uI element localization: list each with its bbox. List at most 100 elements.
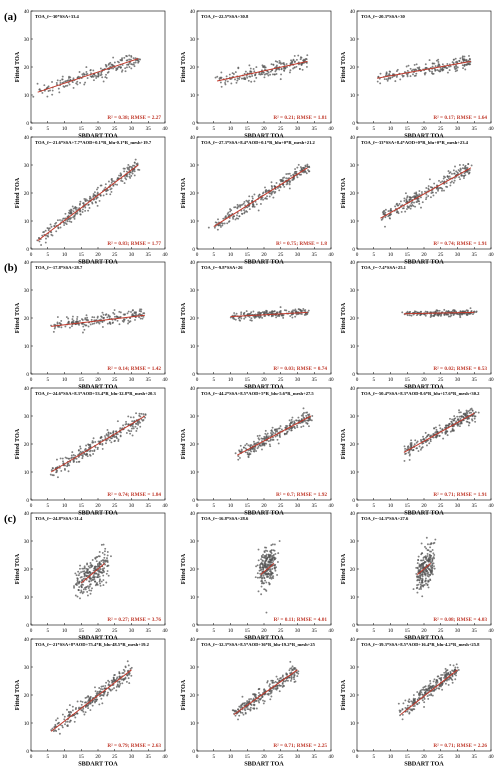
x-tick-label: 0 <box>196 377 199 383</box>
data-point <box>265 434 268 437</box>
y-tick-label: 10 <box>350 721 356 727</box>
data-point <box>214 76 217 79</box>
data-point <box>455 65 458 68</box>
data-point <box>288 419 291 422</box>
x-tick-label: 20 <box>261 126 267 132</box>
x-tick-label: 5 <box>212 628 215 634</box>
data-point <box>59 457 62 460</box>
data-point <box>399 78 402 81</box>
data-point <box>433 62 436 65</box>
data-point <box>263 690 266 693</box>
data-point <box>256 576 259 579</box>
data-point <box>288 424 291 427</box>
data-point <box>275 65 278 68</box>
x-tick-label: 10 <box>228 628 234 634</box>
x-tick-label: 25 <box>438 628 444 634</box>
data-point <box>77 588 80 591</box>
data-point <box>72 210 75 213</box>
data-point <box>133 311 136 314</box>
data-point <box>98 551 101 553</box>
data-point <box>107 70 110 73</box>
data-point <box>51 474 54 477</box>
data-point <box>95 572 98 575</box>
data-point <box>74 207 77 210</box>
data-point <box>137 61 140 64</box>
x-tick-label: 0 <box>30 377 33 383</box>
stats-label: R² = 0.08; RMSE = 4.03 <box>433 617 487 623</box>
data-point <box>118 61 120 64</box>
data-point <box>276 574 279 576</box>
data-point <box>262 699 264 702</box>
data-point <box>433 689 436 692</box>
y-tick-label: 0 <box>26 749 29 755</box>
data-point <box>36 239 39 242</box>
data-point <box>395 75 398 78</box>
data-point <box>56 458 58 461</box>
data-point <box>459 178 461 181</box>
equation-label: TOA_f=-20.3*SSA+30 <box>361 14 406 19</box>
data-point <box>104 436 107 439</box>
data-point <box>306 422 309 425</box>
data-point <box>247 444 250 447</box>
data-point <box>268 555 271 558</box>
data-point <box>272 431 275 434</box>
data-point <box>456 418 459 421</box>
data-point <box>94 701 96 704</box>
data-point <box>79 200 82 203</box>
x-tick-label: 15 <box>245 126 251 132</box>
fit-line <box>380 167 472 219</box>
data-point <box>274 191 277 193</box>
data-point <box>113 313 116 315</box>
data-point <box>439 181 442 184</box>
y-tick-label: 10 <box>350 595 356 601</box>
y-tick-label: 30 <box>350 665 356 671</box>
data-point <box>99 578 101 581</box>
data-point <box>273 564 276 567</box>
data-point <box>428 558 431 561</box>
data-point <box>403 459 406 462</box>
data-point <box>87 203 90 206</box>
data-point <box>85 444 88 447</box>
data-point <box>91 202 94 205</box>
data-point <box>74 454 77 457</box>
data-point <box>293 425 296 428</box>
scatter-points <box>73 543 112 600</box>
data-point <box>296 426 299 429</box>
data-point <box>311 414 314 417</box>
equation-label: TOA_f=-16.8*SSA+28.6 <box>201 516 249 521</box>
data-point <box>417 571 420 573</box>
data-point <box>89 696 92 699</box>
data-point <box>112 184 115 187</box>
data-point <box>270 695 273 698</box>
data-point <box>246 206 249 209</box>
data-point <box>290 174 292 177</box>
data-point <box>63 222 66 224</box>
data-point <box>424 691 426 694</box>
data-point <box>263 566 265 569</box>
data-point <box>434 538 437 541</box>
data-point <box>265 553 268 556</box>
x-axis-label: SBDART TOA <box>244 635 284 642</box>
data-point <box>100 71 103 74</box>
data-point <box>47 229 50 232</box>
data-point <box>81 208 84 211</box>
data-point <box>278 684 281 686</box>
x-tick-label: 25 <box>112 754 118 760</box>
data-point <box>300 167 303 170</box>
data-point <box>475 311 478 314</box>
data-point <box>113 679 116 682</box>
data-point <box>431 564 434 567</box>
data-point <box>279 677 281 680</box>
data-point <box>293 678 296 681</box>
data-point <box>264 588 267 591</box>
data-point <box>441 63 444 66</box>
data-point <box>272 549 275 552</box>
y-tick-label: 20 <box>350 65 356 71</box>
data-point <box>274 553 277 555</box>
data-point <box>71 318 74 321</box>
data-point <box>78 572 81 575</box>
data-point <box>249 706 252 709</box>
data-point <box>216 75 219 78</box>
data-point <box>276 438 279 441</box>
data-point <box>259 563 262 565</box>
